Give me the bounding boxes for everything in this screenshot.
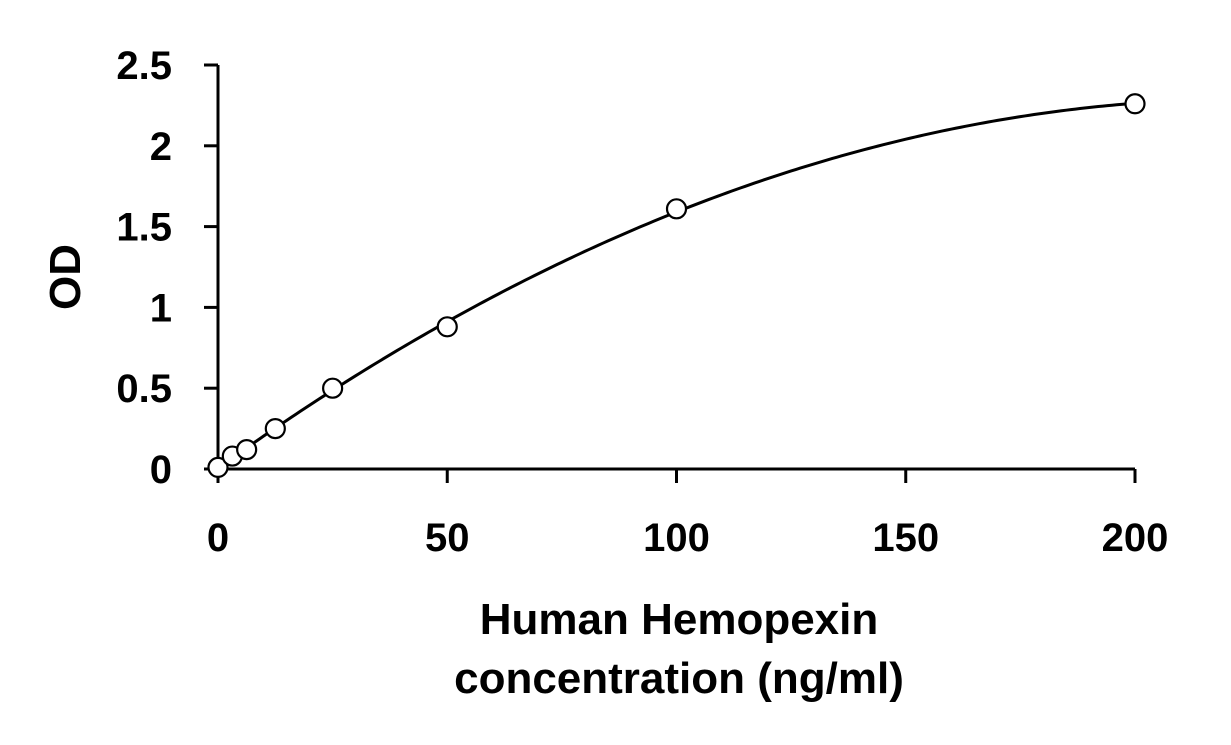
x-tick-label: 100 [643, 516, 710, 560]
data-point [264, 418, 286, 440]
data-point [665, 198, 688, 220]
fit-curve-line [217, 101, 1136, 470]
y-tick-label: 0 [150, 448, 172, 492]
x-ticks: 0 50 100 150 200 [207, 469, 1169, 560]
data-points-layer [207, 93, 1146, 478]
x-axis-title-line-2: concentration (ng/ml) [454, 654, 904, 703]
x-tick-label: 150 [872, 516, 939, 560]
data-point [436, 316, 458, 338]
data-point [1124, 93, 1146, 115]
x-tick-label: 50 [425, 516, 470, 560]
data-point [207, 456, 229, 478]
data-point [236, 439, 258, 461]
y-tick-label: 1.5 [116, 206, 172, 250]
x-tick-label: 200 [1102, 516, 1169, 560]
y-tick-label: 0.5 [116, 367, 172, 411]
x-tick-label: 0 [207, 516, 229, 560]
x-axis-title-line-1: Human Hemopexin [480, 595, 879, 644]
fit-curve-layer [217, 101, 1136, 470]
y-axis-title: OD [41, 244, 90, 310]
axes [216, 65, 1135, 471]
data-point [322, 377, 344, 399]
y-tick-label: 2 [150, 125, 172, 169]
y-tick-label: 2.5 [116, 44, 172, 88]
y-ticks: 0 0.5 1 1.5 2 2.5 [116, 44, 218, 492]
y-tick-label: 1 [150, 286, 172, 330]
